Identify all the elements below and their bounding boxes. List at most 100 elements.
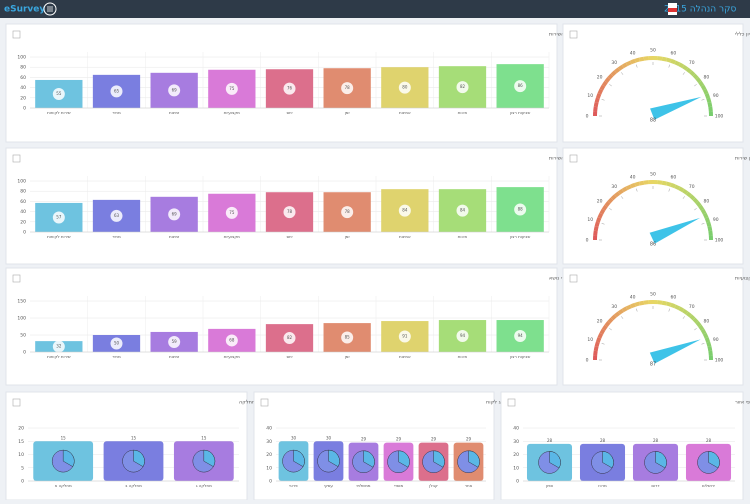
gauge-arc (697, 322, 700, 326)
gauge-arc (615, 193, 619, 196)
gauge-arc (671, 305, 675, 307)
gauge-tick-label: 10 (587, 337, 593, 343)
value-label: 30 (291, 435, 297, 440)
gauge-tick-label: 70 (689, 184, 695, 190)
gauge-arc (612, 196, 615, 199)
x-tick-label: מחלקה ג (196, 483, 212, 488)
gauge-tick-label: 40 (630, 175, 636, 181)
gauge-arc (708, 222, 709, 226)
gauge-arc (627, 186, 631, 188)
gauge-arc (595, 231, 596, 236)
value-label: 29 (466, 437, 472, 442)
gauge-arc (609, 75, 612, 78)
y-tick-label: 0 (269, 479, 272, 485)
x-tick-label: מחיר (112, 234, 121, 239)
value-label: 84 (402, 208, 408, 213)
gauge-arc (612, 72, 615, 75)
gauge-arc (627, 306, 631, 308)
x-tick-label: שירות לקוחות (47, 354, 71, 359)
gauge-tick-label: 0 (586, 238, 589, 244)
gauge-arc (702, 210, 704, 214)
gauge-arc (606, 322, 609, 326)
gauge-arc (631, 185, 635, 187)
value-label: 85 (345, 335, 351, 340)
y-tick-label: 100 (17, 179, 26, 185)
y-tick-label: 30 (266, 439, 272, 445)
value-label: 55 (56, 91, 62, 96)
gauge-arc (639, 303, 643, 304)
value-label: 82 (287, 335, 293, 340)
gauge-arc (627, 62, 631, 64)
value-label: 28 (706, 438, 712, 443)
gauge-arc (691, 316, 694, 319)
gauge-arc (595, 351, 596, 356)
y-tick-label: 50 (20, 333, 26, 339)
gauge-arc (623, 64, 627, 66)
gauge-arc (675, 62, 679, 64)
gauge-tick-label: 60 (671, 51, 677, 57)
y-tick-label: 0 (23, 350, 26, 356)
x-tick-label: שביעות רצון (510, 234, 531, 239)
y-tick-label: 20 (266, 452, 272, 458)
value-label: 78 (287, 209, 293, 214)
gauge-arc (623, 308, 627, 310)
gauge-tick-label: 100 (715, 114, 724, 120)
y-tick-label: 40 (513, 426, 519, 432)
gauge-arc (671, 61, 675, 63)
y-tick-label: 10 (513, 465, 519, 471)
gauge-arc (619, 311, 623, 314)
value-label: 29 (431, 437, 437, 442)
gauge-arc (639, 183, 643, 184)
gauge-tick-label: 60 (671, 295, 677, 301)
x-tick-label: אחר (465, 483, 473, 488)
value-label: 84 (460, 208, 466, 213)
y-tick-label: 0 (516, 479, 519, 485)
y-tick-label: 40 (266, 426, 272, 432)
value-label: 15 (201, 435, 207, 440)
gauge-arc (619, 67, 623, 70)
gauge-arc (599, 214, 601, 218)
gauge-arc (679, 188, 683, 190)
gauge-arc (710, 351, 711, 356)
y-tick-label: 15 (18, 439, 24, 445)
x-tick-label: מקצועיות (224, 110, 240, 115)
gauge-tick-label: 50 (650, 48, 656, 54)
gauge-arc (596, 346, 597, 350)
x-tick-label: מקצועיות (224, 234, 240, 239)
x-tick-label: זמינות (169, 110, 180, 115)
x-tick-label: זמן (345, 110, 351, 115)
gauge-tick-label: 80 (704, 75, 710, 81)
gauge-arc (709, 346, 710, 350)
gauge-arc (615, 69, 619, 72)
top-bar (0, 0, 750, 18)
logo[interactable]: eSurvey (4, 5, 45, 15)
gauge-arc (619, 191, 623, 194)
gauge-arc (710, 107, 711, 112)
gauge-arc (707, 218, 709, 222)
value-label: 80 (402, 85, 408, 90)
gauge-arc (675, 186, 679, 188)
gauge-arc (667, 60, 671, 61)
y-tick-label: 100 (17, 316, 26, 322)
y-tick-label: 80 (20, 189, 26, 195)
gauge-tick-label: 30 (611, 184, 617, 190)
y-tick-label: 100 (17, 55, 26, 61)
gauge-value: 88 (650, 118, 656, 124)
gauge-arc (667, 184, 671, 185)
gauge-arc (596, 102, 597, 106)
x-tick-label: עסקי (324, 483, 333, 488)
y-tick-label: 20 (20, 95, 26, 101)
gauge-tick-label: 40 (630, 295, 636, 301)
gauge-arc (702, 86, 704, 90)
gauge-arc (683, 191, 687, 194)
x-tick-label: אמינות (399, 234, 411, 239)
gauge-arc (708, 342, 709, 346)
value-label: 59 (172, 339, 178, 344)
gauge-arc (623, 188, 627, 190)
gauge-arc (675, 306, 679, 308)
value-label: 28 (653, 438, 659, 443)
y-tick-label: 10 (266, 465, 272, 471)
gauge-tick-label: 20 (597, 199, 603, 205)
gauge-arc (709, 226, 710, 230)
y-tick-label: 30 (513, 439, 519, 445)
